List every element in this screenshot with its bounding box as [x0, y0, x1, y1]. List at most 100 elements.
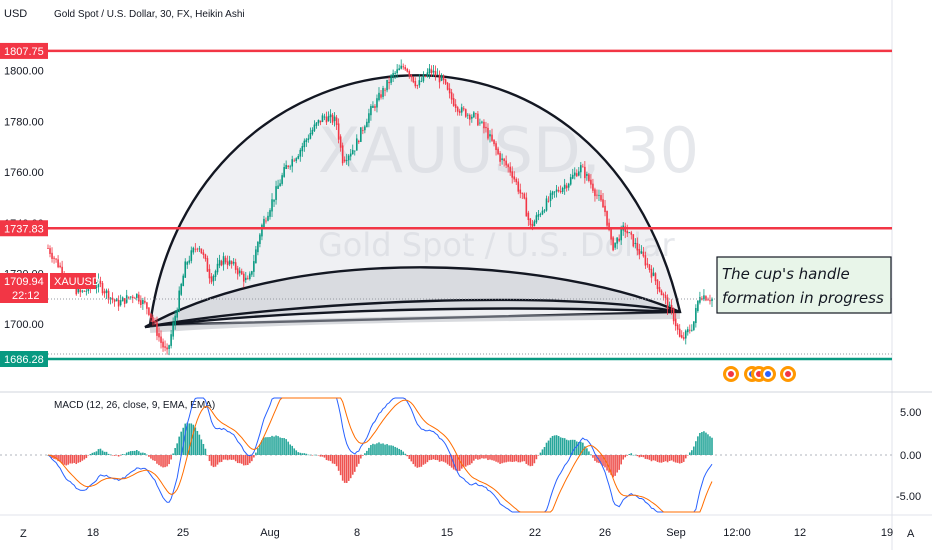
candle-body [670, 305, 673, 310]
macd-histogram-bar [406, 455, 409, 457]
candle-body [273, 199, 275, 202]
svg-text:1709.94: 1709.94 [4, 276, 44, 288]
candle-body [182, 275, 185, 287]
macd-histogram-bar [293, 448, 296, 455]
candle-body [275, 186, 277, 200]
price-axis-ticks: 1800.001780.001760.001740.001720.001700.… [4, 66, 44, 332]
macd-histogram-bar [279, 437, 281, 455]
macd-histogram-bar [206, 455, 209, 456]
candle-body [214, 271, 217, 277]
macd-histogram-bar [469, 455, 471, 465]
macd-histogram-bar [668, 455, 671, 461]
time-tick-label: 12 [794, 527, 806, 539]
candle-body [432, 70, 435, 73]
macd-histogram-bar [448, 455, 451, 466]
candle-body [410, 74, 413, 78]
macd-histogram-bar [148, 455, 150, 457]
macd-histogram-bar [477, 455, 479, 460]
timezone-button[interactable]: Z [14, 521, 38, 543]
candle-body [283, 167, 285, 177]
macd-histogram-bar [402, 451, 405, 455]
candle-body [57, 259, 59, 268]
candle-body [650, 268, 653, 278]
candle-body [162, 341, 164, 348]
macd-histogram-bar [317, 455, 320, 456]
candle-body [351, 149, 354, 155]
macd-histogram-bar [170, 455, 172, 460]
macd-histogram-bar [89, 454, 92, 455]
candle-body [604, 205, 606, 213]
candle-body [688, 329, 691, 331]
candle-body [658, 287, 661, 292]
macd-histogram-bar [156, 455, 158, 464]
candle-body [541, 210, 544, 215]
candle-body [402, 66, 405, 68]
candle-body [487, 127, 489, 139]
macd-histogram-bar [707, 434, 709, 455]
candle-body [507, 164, 509, 168]
candle-body [477, 113, 479, 126]
candle-body [420, 81, 423, 82]
macd-histogram-bar [590, 454, 592, 455]
economic-event-icons[interactable] [723, 366, 796, 382]
candle-body [386, 79, 388, 91]
macd-histogram-bar [547, 440, 550, 455]
macd-histogram-bar [119, 455, 122, 456]
svg-text:1737.83: 1737.83 [4, 223, 44, 235]
candle-body [691, 329, 693, 331]
macd-histogram-bar [115, 455, 118, 456]
macd-histogram-bar [525, 455, 528, 464]
candle-body [376, 98, 378, 108]
auto-scale-button[interactable]: A [900, 521, 924, 543]
macd-histogram-bar [513, 455, 516, 462]
macd-histogram-bar [172, 453, 174, 455]
candle-body [664, 295, 667, 299]
macd-histogram-bar [650, 455, 653, 462]
candle-body [481, 121, 483, 123]
time-tick-label: 19 [881, 527, 893, 539]
candle-body [347, 155, 350, 161]
macd-histogram-bar [99, 448, 102, 455]
macd-histogram-bar [216, 455, 219, 465]
candle-body [355, 138, 358, 151]
macd-histogram-bar [109, 454, 112, 456]
macd-histogram-bar [592, 455, 594, 458]
candle-body [400, 65, 402, 69]
candle-body [469, 114, 471, 120]
candle-body [707, 299, 709, 301]
candle-body [99, 280, 102, 284]
cup-inner-arc[interactable] [144, 298, 681, 329]
macd-histogram-bar [333, 455, 336, 464]
candle-body [339, 136, 342, 148]
macd-histogram-bar [676, 455, 679, 463]
candle-body [251, 271, 253, 275]
macd-histogram-bar [160, 455, 162, 467]
macd-histogram-bar [341, 455, 344, 481]
macd-histogram-bar [113, 455, 116, 456]
macd-histogram-bar [127, 451, 130, 455]
macd-histogram-bar [610, 455, 612, 475]
macd-histogram-bar [162, 455, 164, 468]
annotation-box[interactable]: The cup's handle formation in progress [716, 256, 892, 314]
candle-body [636, 243, 639, 251]
horizontal-levels[interactable] [0, 49, 892, 361]
candle-body [709, 300, 711, 302]
candle-body [515, 178, 518, 183]
macd-histogram-bar [79, 455, 82, 463]
macd-histogram-bar [123, 454, 126, 455]
candle-body [703, 295, 705, 300]
candle-body [186, 262, 189, 265]
macd-histogram-bar [150, 455, 152, 459]
macd-histogram-bar [527, 455, 530, 466]
candle-body [462, 108, 465, 110]
candle-body [119, 300, 122, 306]
macd-histogram-bar [630, 453, 633, 455]
macd-histogram-bar [380, 443, 382, 455]
candle-body [446, 82, 449, 90]
macd-histogram-bar [471, 455, 473, 464]
candle-body [226, 261, 229, 266]
candle-body [305, 139, 308, 142]
macd-histogram-bar [529, 455, 532, 467]
candle-body [323, 116, 326, 118]
